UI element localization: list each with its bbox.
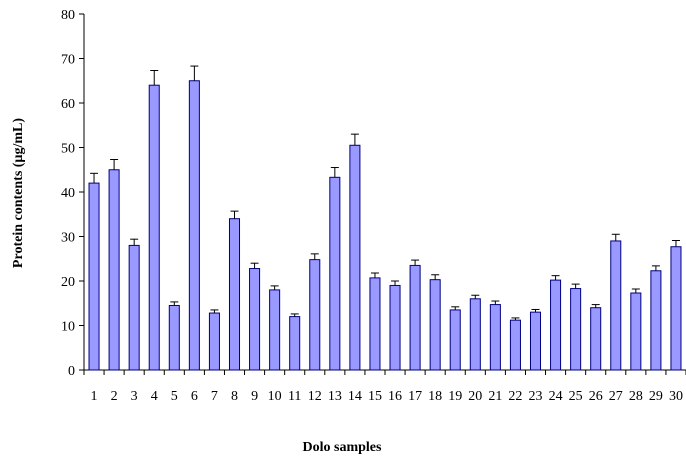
bar-sample-5	[168, 304, 180, 371]
x-tick-label: 23	[529, 389, 543, 404]
x-tick-label: 29	[649, 389, 663, 404]
x-axis-title: Dolo samples	[303, 440, 383, 455]
x-tick-label: 1	[91, 389, 98, 404]
x-tick-label: 13	[328, 389, 342, 404]
x-tick-label: 27	[609, 389, 623, 404]
bar-sample-2	[108, 169, 120, 371]
bar-sample-3	[128, 244, 140, 371]
y-tick-label: 40	[61, 186, 75, 201]
bar-sample-27	[610, 240, 622, 371]
x-tick-label: 25	[569, 389, 583, 404]
bar-sample-20	[469, 298, 481, 371]
y-tick-label: 20	[61, 275, 75, 290]
x-tick-label: 19	[448, 389, 462, 404]
x-tick-label: 28	[629, 389, 643, 404]
y-tick-label: 10	[61, 320, 75, 335]
bar-sample-19	[449, 309, 461, 371]
bar-sample-16	[389, 284, 401, 371]
x-tick-label: 21	[488, 389, 502, 404]
x-tick-label: 5	[171, 389, 178, 404]
bar-sample-17	[409, 264, 421, 371]
bar-sample-10	[269, 289, 281, 371]
x-tick-label: 16	[388, 389, 402, 404]
bar-sample-23	[529, 311, 542, 371]
bar-sample-28	[630, 292, 642, 371]
y-tick-label: 80	[61, 8, 75, 23]
bar-sample-30	[670, 246, 682, 371]
y-tick-label: 60	[61, 97, 75, 112]
x-tick-label: 3	[131, 389, 138, 404]
bar-sample-13	[329, 176, 341, 371]
bar-sample-8	[228, 218, 241, 371]
x-tick-label: 4	[151, 389, 158, 404]
bar-sample-24	[550, 279, 562, 371]
x-tick-label: 6	[191, 389, 198, 404]
bar-sample-22	[509, 319, 521, 371]
x-tick-label: 17	[408, 389, 422, 404]
x-tick-label: 18	[428, 389, 442, 404]
bar-sample-12	[309, 259, 321, 371]
y-tick-label: 30	[61, 231, 75, 246]
x-tick-label: 11	[288, 389, 301, 404]
x-tick-label: 12	[308, 389, 322, 404]
bar-sample-6	[188, 80, 200, 371]
x-tick-label: 10	[268, 389, 282, 404]
x-tick-label: 9	[251, 389, 258, 404]
bar-sample-26	[590, 307, 602, 371]
bar-sample-7	[208, 312, 220, 371]
y-axis-title: Protein contents (µg/mL)	[11, 118, 26, 268]
bar-sample-11	[289, 316, 301, 371]
x-tick-label: 22	[508, 389, 522, 404]
x-tick-label: 26	[589, 389, 603, 404]
bar-sample-9	[249, 268, 261, 371]
bar-sample-1	[88, 182, 100, 371]
bar-sample-29	[650, 270, 662, 371]
bar-sample-15	[369, 277, 381, 371]
x-tick-label: 24	[549, 389, 563, 404]
bar-sample-14	[349, 144, 361, 371]
bar-sample-25	[570, 288, 582, 371]
x-tick-label: 14	[348, 389, 362, 404]
bar-sample-21	[489, 304, 501, 371]
x-tick-label: 30	[669, 389, 683, 404]
x-tick-label: 20	[468, 389, 482, 404]
y-tick-label: 50	[61, 142, 75, 157]
x-tick-label: 2	[111, 389, 118, 404]
bar-sample-18	[429, 279, 441, 371]
bar-sample-4	[148, 84, 160, 371]
x-tick-label: 7	[211, 389, 218, 404]
y-tick-label: 70	[61, 53, 75, 68]
x-tick-label: 8	[231, 389, 238, 404]
x-tick-label: 15	[368, 389, 382, 404]
y-tick-label: 0	[68, 364, 75, 379]
